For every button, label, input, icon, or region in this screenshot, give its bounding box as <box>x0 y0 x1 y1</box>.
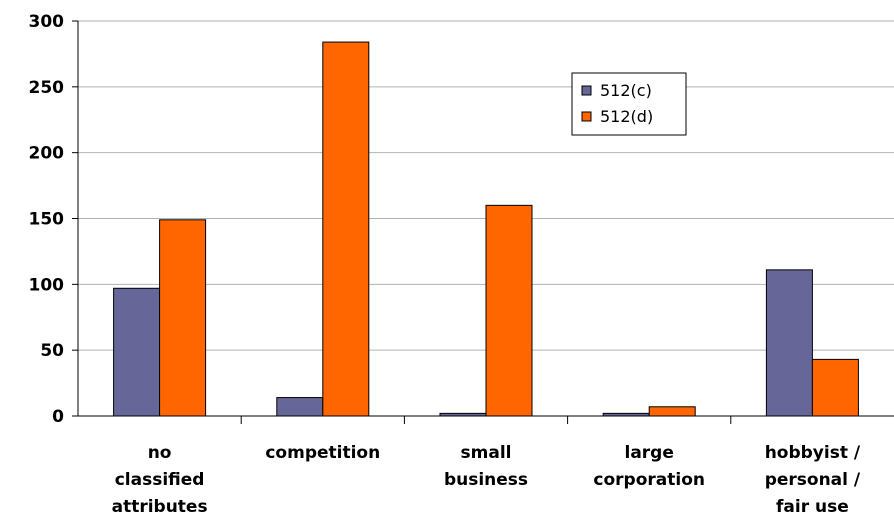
x-category-label: no <box>148 443 172 463</box>
bar-512d-3 <box>648 406 696 417</box>
y-tick-label: 100 <box>29 275 65 295</box>
legend-label: 512(d) <box>600 107 653 126</box>
y-tick-label: 300 <box>29 12 65 32</box>
bar-512c-1 <box>276 397 324 417</box>
bar-512d-4 <box>811 358 859 417</box>
bar-512d-0 <box>159 219 207 417</box>
legend-box <box>571 72 687 136</box>
x-category-label: classified <box>115 470 205 490</box>
x-category-label: fair use <box>776 497 849 516</box>
bar-512d-1 <box>322 41 370 417</box>
y-tick-label: 0 <box>52 407 64 427</box>
bar-512d-2 <box>485 204 533 417</box>
y-tick-label: 50 <box>40 341 64 361</box>
x-category-label: corporation <box>593 470 705 490</box>
bar-512c-3 <box>602 412 650 417</box>
bar-512c-4 <box>765 269 813 417</box>
legend-label: 512(c) <box>600 81 652 100</box>
legend-swatch <box>581 85 592 96</box>
bar-512c-0 <box>113 287 161 417</box>
y-tick-label: 250 <box>29 78 65 98</box>
bar-512c-2 <box>439 412 487 417</box>
x-category-label: small <box>461 443 512 463</box>
x-category-label: hobbyist / <box>765 443 861 463</box>
x-category-label: business <box>444 470 528 490</box>
y-tick-label: 200 <box>29 144 65 164</box>
x-category-label: personal / <box>765 470 861 490</box>
x-category-label: large <box>625 443 674 463</box>
legend-swatch <box>581 111 592 122</box>
x-category-label: competition <box>265 443 380 463</box>
x-category-label: attributes <box>112 497 208 516</box>
y-tick-label: 150 <box>29 210 65 230</box>
